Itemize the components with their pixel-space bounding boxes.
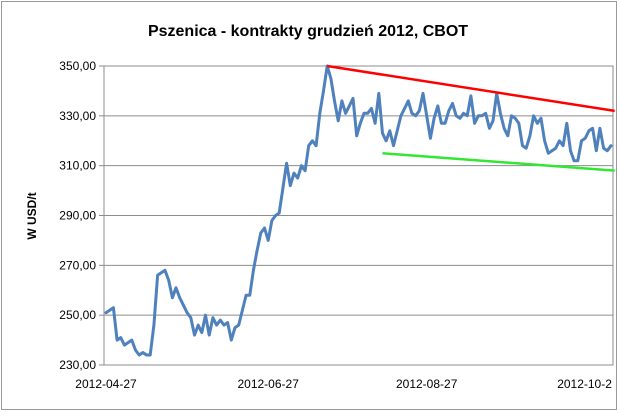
x-tick-label: 2012-10-2 (557, 377, 612, 391)
y-tick-label: 270,00 (59, 258, 96, 272)
x-tick-label: 2012-04-27 (75, 377, 137, 391)
chart-title: Pszenica - kontrakty grudzień 2012, CBOT (148, 23, 468, 40)
y-tick-label: 290,00 (59, 209, 96, 223)
y-tick-labels: 230,00 250,00 270,00 290,00 310,00 330,00 350,… (59, 59, 96, 372)
y-tick-label: 310,00 (59, 159, 96, 173)
y-tick-label: 350,00 (59, 59, 96, 73)
series-layer (106, 66, 611, 355)
series-line (106, 66, 611, 355)
x-tick-label: 2012-08-27 (396, 377, 458, 391)
y-axis-label: W USD/t (25, 192, 39, 239)
y-tick-label: 330,00 (59, 109, 96, 123)
x-tick-labels: 2012-04-27 2012-06-27 2012-08-27 2012-10-2 (75, 377, 612, 391)
y-tick-label: 230,00 (59, 358, 96, 372)
y-tick-label: 250,00 (59, 308, 96, 322)
x-tick-label: 2012-06-27 (237, 377, 299, 391)
gridlines (99, 66, 613, 365)
